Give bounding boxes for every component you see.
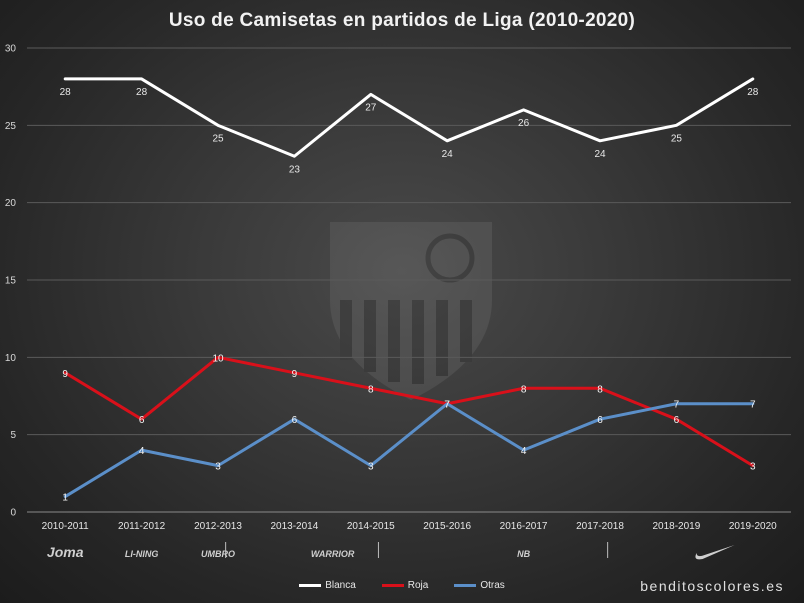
y-axis-ticks: 0 5 10 15 20 25 30 bbox=[5, 44, 17, 519]
data-label-otras: 7 bbox=[750, 400, 756, 411]
umbro-logo: UMBRO bbox=[201, 549, 235, 559]
data-label-roja: 6 bbox=[674, 415, 680, 426]
x-tick-label: 2017-2018 bbox=[576, 521, 624, 532]
data-label-blanca: 25 bbox=[671, 133, 683, 144]
data-label-blanca: 25 bbox=[212, 133, 224, 144]
data-label-otras: 7 bbox=[674, 400, 680, 411]
y-tick-label: 30 bbox=[5, 44, 17, 55]
legend-label: Blanca bbox=[325, 580, 356, 591]
data-label-roja: 7 bbox=[444, 400, 450, 411]
gridlines bbox=[27, 47, 791, 513]
sevilla-fc-crest-watermark bbox=[330, 222, 492, 400]
brand-logos-row: Joma LI-NING UMBRO WARRIOR NB bbox=[47, 542, 735, 560]
chart-title: Uso de Camisetas en partidos de Liga (20… bbox=[168, 10, 636, 31]
legend-label: Otras bbox=[480, 580, 505, 591]
site-watermark: benditoscolores.es bbox=[640, 578, 784, 594]
li-ning-logo: LI-NING bbox=[125, 549, 159, 559]
x-tick-label: 2014-2015 bbox=[347, 521, 395, 532]
x-tick-label: 2012-2013 bbox=[194, 521, 242, 532]
x-tick-label: 2016-2017 bbox=[500, 521, 548, 532]
data-label-otras: 6 bbox=[292, 415, 298, 426]
y-tick-label: 20 bbox=[5, 198, 17, 209]
warrior-logo: WARRIOR bbox=[311, 549, 355, 559]
x-tick-label: 2018-2019 bbox=[652, 521, 700, 532]
data-label-roja: 6 bbox=[139, 415, 145, 426]
data-label-otras: 3 bbox=[368, 462, 374, 473]
data-label-blanca: 23 bbox=[289, 164, 301, 175]
y-tick-label: 5 bbox=[10, 430, 16, 441]
data-label-roja: 8 bbox=[597, 384, 603, 395]
data-labels: 28 28 25 23 27 24 26 24 25 28 9 6 10 9 8 7 8 8 6 3 1 4 3 6 3 7 4 6 7… bbox=[60, 87, 759, 504]
legend-label: Roja bbox=[407, 580, 429, 591]
data-label-otras: 6 bbox=[597, 415, 603, 426]
series-lines bbox=[63, 77, 755, 499]
data-label-otras: 3 bbox=[215, 462, 221, 473]
legend-swatch bbox=[381, 584, 404, 587]
data-label-blanca: 26 bbox=[518, 118, 530, 129]
y-tick-label: 10 bbox=[5, 353, 17, 364]
legend-item-blanca: Blanca bbox=[299, 580, 356, 591]
data-label-blanca: 28 bbox=[136, 87, 148, 98]
data-label-blanca: 24 bbox=[594, 149, 606, 160]
data-label-roja: 10 bbox=[212, 353, 224, 364]
legend-swatch bbox=[299, 584, 322, 587]
nike-swoosh-logo bbox=[695, 545, 735, 560]
x-tick-label: 2013-2014 bbox=[270, 521, 318, 532]
y-tick-label: 25 bbox=[5, 121, 17, 132]
legend-item-otras: Otras bbox=[454, 580, 505, 591]
legend: Blanca Roja Otras bbox=[0, 580, 804, 591]
data-label-roja: 9 bbox=[62, 369, 68, 380]
series-line-blanca bbox=[63, 77, 755, 158]
data-label-otras: 1 bbox=[62, 493, 68, 504]
data-label-blanca: 28 bbox=[60, 87, 72, 98]
legend-item-roja: Roja bbox=[381, 580, 429, 591]
data-label-blanca: 24 bbox=[442, 149, 454, 160]
data-label-roja: 3 bbox=[750, 462, 756, 473]
data-label-roja: 8 bbox=[521, 384, 527, 395]
x-tick-label: 2015-2016 bbox=[423, 521, 471, 532]
legend-swatch bbox=[454, 584, 477, 587]
x-tick-label: 2019-2020 bbox=[729, 521, 777, 532]
data-label-blanca: 27 bbox=[365, 102, 377, 113]
new-balance-logo: NB bbox=[517, 549, 530, 559]
data-label-roja: 9 bbox=[292, 369, 298, 380]
y-tick-label: 0 bbox=[10, 508, 16, 519]
series-line-otras bbox=[63, 402, 755, 499]
joma-logo: Joma bbox=[47, 544, 84, 560]
x-tick-label: 2011-2012 bbox=[118, 521, 166, 532]
y-tick-label: 15 bbox=[5, 276, 17, 287]
data-label-blanca: 28 bbox=[747, 87, 759, 98]
data-label-otras: 4 bbox=[139, 446, 145, 457]
data-label-roja: 8 bbox=[368, 384, 374, 395]
data-label-otras: 7 bbox=[444, 400, 450, 411]
x-axis-labels: 2010-2011 2011-2012 2012-2013 2013-2014 2014… bbox=[42, 521, 777, 532]
series-line-roja bbox=[63, 355, 755, 468]
x-tick-label: 2010-2011 bbox=[42, 521, 90, 532]
data-label-otras: 4 bbox=[521, 446, 527, 457]
